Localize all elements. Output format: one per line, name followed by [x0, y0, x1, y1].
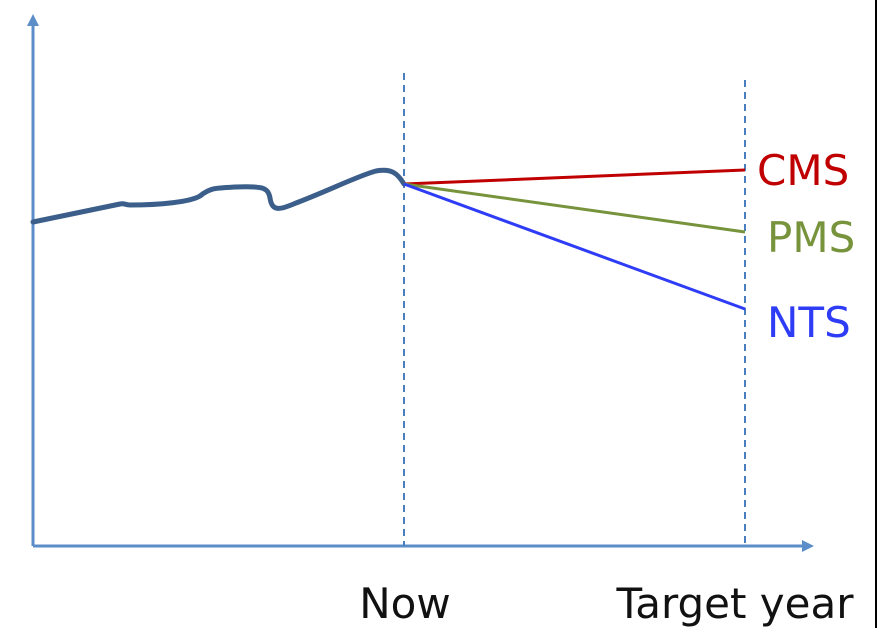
- pms-scenario-line: [403, 182, 746, 234]
- cms-label: CMS: [757, 146, 849, 195]
- pms-label: PMS: [767, 213, 855, 262]
- x-tick-target-year: Target year: [616, 579, 855, 628]
- history-line: [30, 167, 407, 225]
- cms-scenario-line: [403, 168, 746, 186]
- nts-scenario-line: [403, 182, 746, 311]
- nts-label: NTS: [767, 298, 851, 347]
- x-tick-now: Now: [359, 579, 450, 628]
- frame-border: [875, 0, 877, 628]
